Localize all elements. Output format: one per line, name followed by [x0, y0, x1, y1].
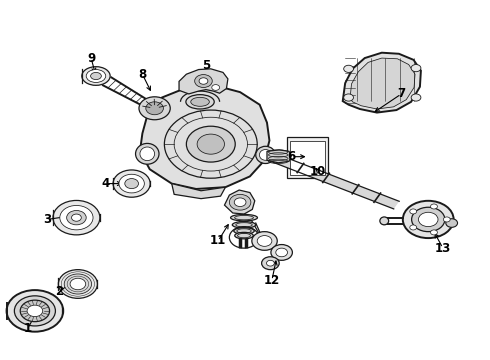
Ellipse shape	[232, 222, 256, 228]
Circle shape	[119, 174, 145, 193]
Ellipse shape	[234, 228, 254, 234]
Circle shape	[229, 194, 251, 210]
FancyBboxPatch shape	[290, 141, 325, 175]
Circle shape	[446, 219, 458, 227]
Circle shape	[72, 214, 81, 221]
Circle shape	[14, 296, 55, 326]
Circle shape	[146, 102, 163, 115]
Polygon shape	[224, 190, 255, 214]
Circle shape	[410, 209, 416, 214]
Polygon shape	[343, 53, 421, 113]
Ellipse shape	[259, 149, 271, 160]
Circle shape	[234, 198, 246, 207]
Circle shape	[267, 260, 274, 266]
Ellipse shape	[186, 95, 214, 109]
Ellipse shape	[86, 69, 106, 82]
Text: 2: 2	[55, 285, 63, 298]
Polygon shape	[267, 150, 292, 163]
Text: 1: 1	[24, 322, 32, 335]
Circle shape	[60, 206, 93, 230]
Circle shape	[412, 207, 445, 231]
Text: 10: 10	[310, 165, 326, 177]
Ellipse shape	[140, 147, 155, 161]
Circle shape	[257, 235, 272, 246]
Text: 8: 8	[138, 68, 147, 81]
Polygon shape	[266, 152, 399, 209]
Circle shape	[139, 97, 170, 120]
Circle shape	[411, 64, 421, 72]
Circle shape	[343, 94, 353, 101]
Ellipse shape	[91, 72, 101, 80]
FancyBboxPatch shape	[287, 137, 328, 179]
Text: 6: 6	[287, 150, 295, 163]
Circle shape	[403, 201, 454, 238]
Circle shape	[58, 270, 98, 298]
Circle shape	[125, 179, 139, 189]
Circle shape	[410, 225, 416, 230]
Circle shape	[199, 78, 208, 84]
Polygon shape	[179, 69, 228, 94]
Ellipse shape	[191, 97, 209, 106]
Polygon shape	[172, 184, 225, 199]
Circle shape	[64, 274, 92, 294]
Text: 3: 3	[43, 213, 51, 226]
Circle shape	[252, 231, 277, 250]
Circle shape	[431, 230, 438, 235]
Text: 12: 12	[264, 274, 280, 287]
Ellipse shape	[231, 215, 257, 221]
Text: 4: 4	[101, 177, 110, 190]
Text: 5: 5	[202, 59, 210, 72]
Circle shape	[186, 126, 235, 162]
Circle shape	[276, 248, 288, 257]
Circle shape	[443, 217, 450, 222]
Circle shape	[70, 278, 86, 290]
Text: 13: 13	[435, 242, 451, 255]
Circle shape	[53, 201, 100, 235]
Polygon shape	[350, 58, 415, 109]
Text: 7: 7	[397, 87, 405, 100]
Text: 9: 9	[87, 51, 95, 64]
Circle shape	[20, 300, 49, 321]
Circle shape	[418, 212, 438, 226]
Ellipse shape	[235, 232, 253, 239]
Polygon shape	[140, 85, 270, 189]
Ellipse shape	[136, 143, 159, 164]
Circle shape	[67, 211, 86, 225]
Ellipse shape	[82, 67, 110, 85]
Circle shape	[271, 244, 293, 260]
Circle shape	[262, 257, 279, 270]
Circle shape	[113, 170, 150, 197]
Ellipse shape	[256, 146, 275, 163]
Circle shape	[431, 204, 438, 209]
Circle shape	[27, 305, 43, 317]
Text: 11: 11	[210, 234, 226, 247]
Circle shape	[212, 85, 220, 90]
Circle shape	[6, 290, 63, 332]
Circle shape	[195, 75, 212, 87]
Circle shape	[197, 134, 224, 154]
Circle shape	[343, 65, 353, 72]
Ellipse shape	[380, 217, 389, 225]
Circle shape	[411, 94, 421, 101]
